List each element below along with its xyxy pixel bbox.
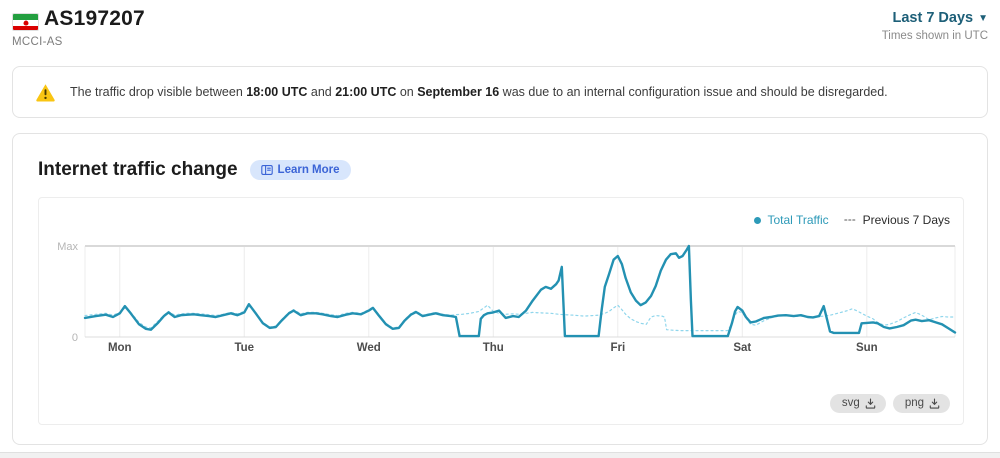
download-icon xyxy=(865,398,876,409)
chart-legend: Total Traffic Previous 7 Days xyxy=(754,213,950,227)
svg-text:Wed: Wed xyxy=(357,342,381,352)
learn-more-button[interactable]: Learn More xyxy=(249,160,351,180)
legend-item-previous-7-days[interactable]: Previous 7 Days xyxy=(843,213,950,227)
png-download-button[interactable]: png xyxy=(892,394,950,413)
svg-text:Mon: Mon xyxy=(108,342,132,352)
svg-download-label: svg xyxy=(841,397,860,409)
traffic-chart[interactable]: Mon Tue Wed Thu Fri Sat Sun Max 0 xyxy=(39,232,965,354)
iran-flag-icon xyxy=(12,13,39,31)
chart-title: Internet traffic change xyxy=(38,159,238,180)
svg-text:Sun: Sun xyxy=(856,342,878,352)
timezone-note: Times shown in UTC xyxy=(881,30,988,42)
svg-text:Thu: Thu xyxy=(483,342,504,352)
legend-previous-7-days-label: Previous 7 Days xyxy=(862,213,950,227)
date-range-selector[interactable]: Last 7 Days ▼ xyxy=(892,10,988,26)
date-range-label: Last 7 Days xyxy=(892,10,974,26)
legend-dot-icon xyxy=(754,216,762,224)
chevron-down-icon: ▼ xyxy=(978,12,988,24)
svg-text:0: 0 xyxy=(72,332,78,344)
asn-title: AS197207 xyxy=(44,7,145,30)
download-buttons: svg png xyxy=(829,394,950,413)
banner-text: The traffic drop visible between 18:00 U… xyxy=(70,85,888,99)
download-icon xyxy=(929,398,940,409)
legend-dotted-line-icon xyxy=(843,218,857,222)
svg-text:Sat: Sat xyxy=(733,342,751,352)
book-icon xyxy=(260,164,273,176)
legend-total-traffic-label: Total Traffic xyxy=(767,213,829,227)
warning-banner: The traffic drop visible between 18:00 U… xyxy=(12,66,988,118)
warning-icon xyxy=(35,83,56,102)
png-download-label: png xyxy=(904,397,924,409)
svg-text:Max: Max xyxy=(57,241,78,253)
legend-item-total-traffic[interactable]: Total Traffic xyxy=(754,213,829,227)
learn-more-label: Learn More xyxy=(277,164,340,176)
traffic-change-card: Internet traffic change Learn More Total… xyxy=(12,133,988,445)
chart-panel: Total Traffic Previous 7 Days Mon Tue Wed T… xyxy=(38,197,964,425)
section-divider xyxy=(0,452,1000,458)
svg-text:Tue: Tue xyxy=(234,342,254,352)
org-name: MCCI-AS xyxy=(12,36,63,48)
svg-text:Fri: Fri xyxy=(610,342,625,352)
page-header: AS197207 MCCI-AS Last 7 Days ▼ Times sho… xyxy=(0,0,1000,56)
svg-download-button[interactable]: svg xyxy=(829,394,886,413)
traffic-chart-svg: Mon Tue Wed Thu Fri Sat Sun Max 0 xyxy=(57,241,957,354)
